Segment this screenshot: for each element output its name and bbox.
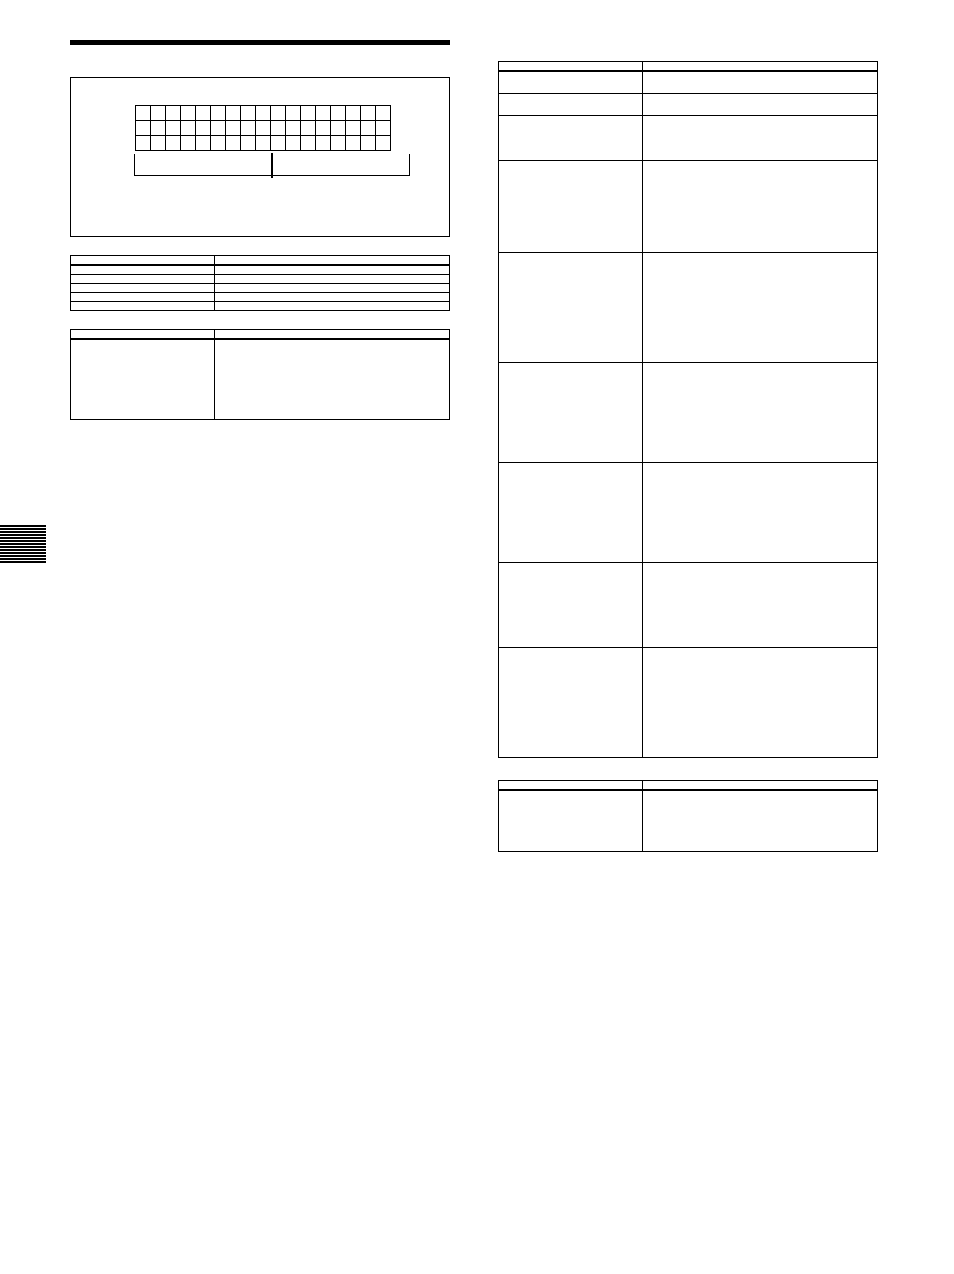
table-row	[499, 115, 878, 160]
table-row	[499, 362, 878, 462]
jog-table	[70, 329, 450, 420]
table-row	[499, 790, 878, 852]
table-row	[71, 302, 450, 311]
right-main-table	[498, 61, 878, 758]
numbers-table-col-0	[71, 256, 215, 266]
table-row	[71, 284, 450, 293]
table-row	[499, 93, 878, 115]
title-rule	[70, 40, 450, 45]
jog-table-col-0	[71, 330, 215, 340]
right-sub-col-0	[499, 780, 643, 790]
table-row	[499, 71, 878, 93]
right-table-col-0	[499, 62, 643, 72]
right-sub-table	[498, 780, 878, 853]
lcd-grid	[136, 106, 391, 151]
table-row	[499, 462, 878, 562]
table-row	[71, 293, 450, 302]
table-row	[71, 265, 450, 275]
table-row	[499, 562, 878, 647]
table-row	[499, 160, 878, 252]
table-row	[71, 275, 450, 284]
numbers-table	[70, 255, 450, 311]
table-row	[71, 339, 450, 419]
right-sub-col-1	[643, 780, 878, 790]
numbers-table-col-1	[215, 256, 450, 266]
right-column	[498, 51, 878, 852]
right-table-col-1	[643, 62, 878, 72]
jog-table-col-1	[215, 330, 450, 340]
table-row	[499, 252, 878, 362]
lcd-figure	[70, 77, 450, 237]
left-column	[70, 51, 450, 852]
lcd-number-row	[136, 121, 391, 136]
table-row	[499, 647, 878, 757]
